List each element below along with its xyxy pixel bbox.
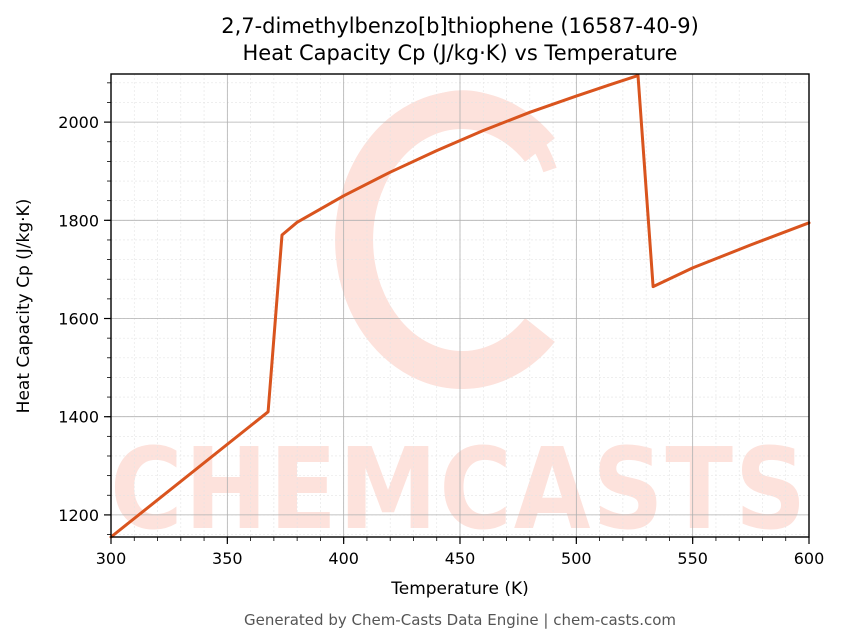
watermark-text: CHEMCASTS: [110, 425, 808, 555]
y-tick-label: 1200: [58, 506, 99, 525]
chart-title-line-1: 2,7-dimethylbenzo[b]thiophene (16587-40-…: [221, 14, 699, 38]
y-tick-label: 1600: [58, 310, 99, 329]
y-tick-label: 1800: [58, 211, 99, 230]
x-tick-label: 600: [794, 549, 825, 568]
x-tick-label: 550: [677, 549, 708, 568]
chart-title-line-2: Heat Capacity Cp (J/kg·K) vs Temperature: [243, 41, 678, 65]
x-tick-label: 300: [96, 549, 127, 568]
y-axis-label: Heat Capacity Cp (J/kg·K): [14, 199, 34, 414]
series-line: [109, 74, 811, 539]
grid: [110, 74, 810, 537]
x-tick-label: 450: [445, 549, 476, 568]
x-tick-label: 500: [561, 549, 592, 568]
x-axis-label: Temperature (K): [390, 579, 529, 599]
chemcasts-watermark: CHEMCASTS: [110, 90, 808, 555]
y-tick-label: 1400: [58, 408, 99, 427]
axis-ticks: 300 350 400 450 500 550 600 1200 1400 1600 1800 200…: [58, 82, 825, 568]
footer-credit: Generated by Chem-Casts Data Engine | ch…: [244, 611, 676, 629]
watermark-logo: [335, 90, 557, 389]
x-tick-label: 350: [212, 549, 243, 568]
plot-area: [109, 74, 811, 539]
y-tick-label: 2000: [58, 113, 99, 132]
x-tick-label: 400: [328, 549, 359, 568]
